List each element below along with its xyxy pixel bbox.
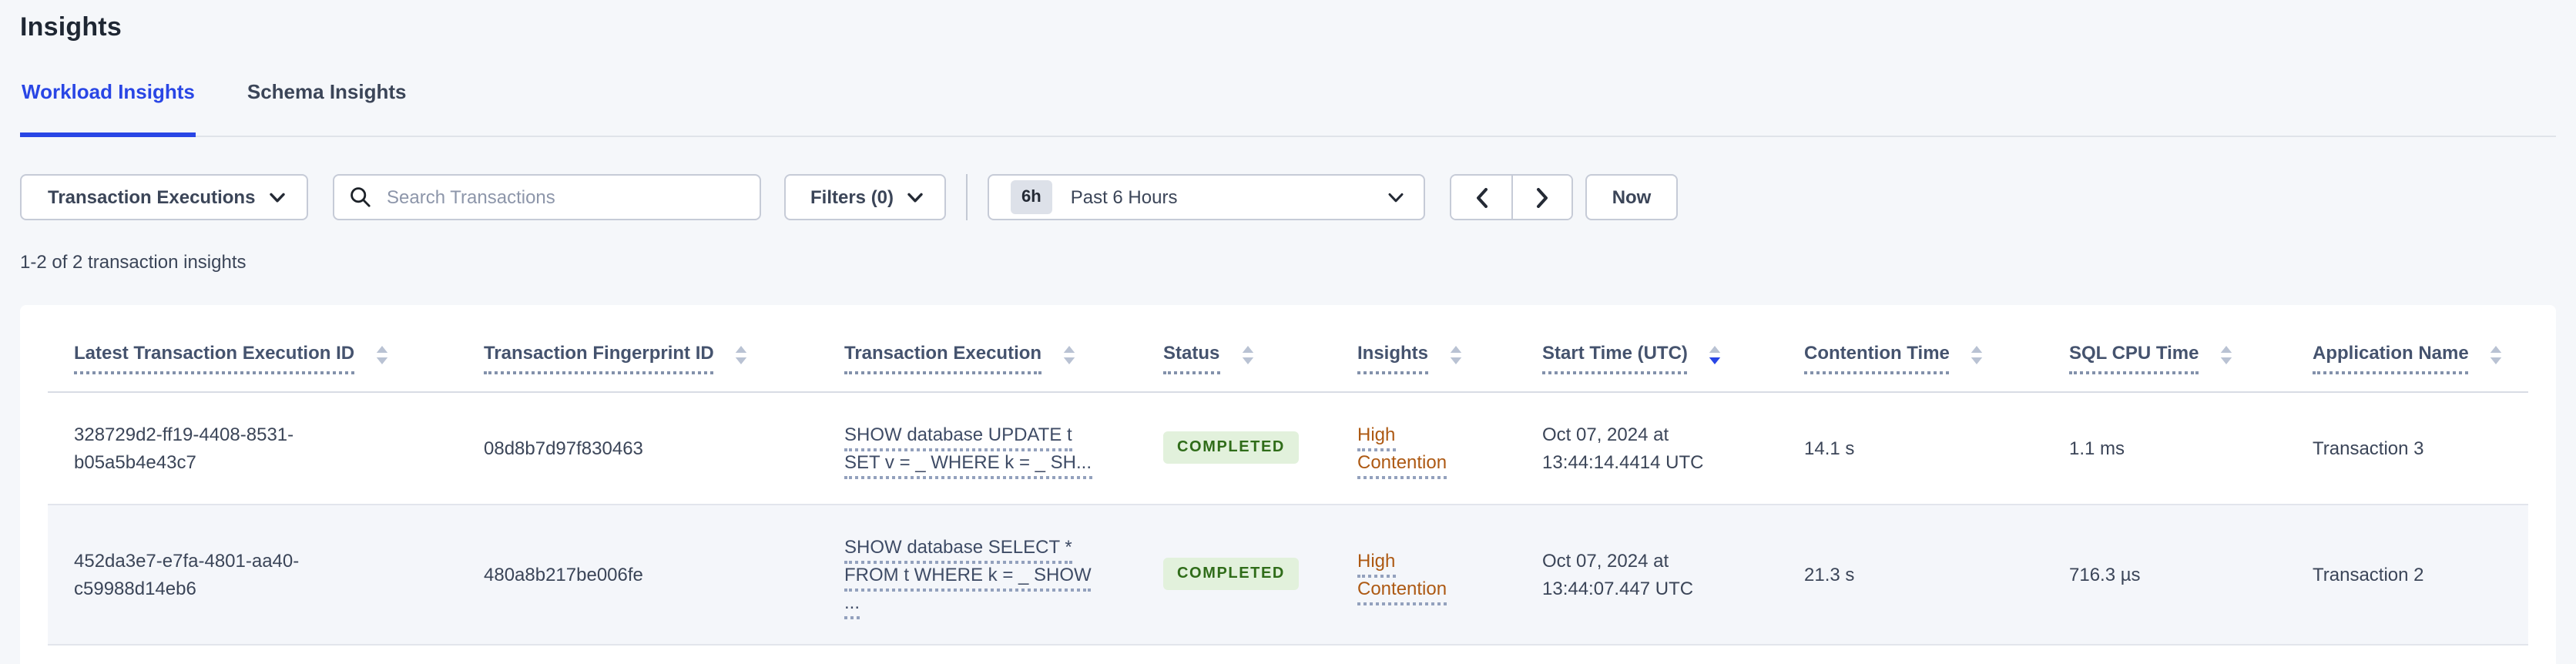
- sort-icon[interactable]: [2490, 342, 2503, 365]
- cell-application-name: Transaction 3: [2286, 391, 2528, 505]
- cell-sql-cpu-time: 1.1 ms: [2043, 391, 2286, 505]
- sort-icon[interactable]: [1709, 342, 1722, 365]
- sort-icon[interactable]: [1063, 342, 1075, 365]
- column-header-fingerprint-id[interactable]: Transaction Fingerprint ID: [458, 305, 818, 392]
- sort-icon[interactable]: [1450, 342, 1462, 365]
- filters-label: Filters (0): [810, 186, 894, 208]
- type-selector-label: Transaction Executions: [48, 186, 256, 208]
- search-icon: [351, 187, 371, 207]
- time-picker-dropdown[interactable]: 6h Past 6 Hours: [988, 174, 1426, 220]
- transaction-execution-link[interactable]: SHOW database UPDATE t SET v = _ WHERE k…: [844, 423, 1092, 478]
- transaction-execution-link[interactable]: SHOW database SELECT * FROM t WHERE k = …: [844, 535, 1092, 619]
- cell-start-time: Oct 07, 2024 at 13:44:14.4414 UTC: [1516, 391, 1778, 505]
- filters-dropdown[interactable]: Filters (0): [784, 174, 947, 220]
- time-interval-badge: 6h: [1011, 180, 1052, 214]
- column-header-latest-execution-id[interactable]: Latest Transaction Execution ID: [48, 305, 458, 392]
- time-picker-label: Past 6 Hours: [1070, 186, 1178, 208]
- insights-table-card: Latest Transaction Execution ID Transact…: [20, 305, 2556, 664]
- cell-contention-time: 14.1 s: [1778, 391, 2043, 505]
- time-pager: [1450, 174, 1574, 220]
- column-header-start-time[interactable]: Start Time (UTC): [1516, 305, 1778, 392]
- tab-workload-insights[interactable]: Workload Insights: [20, 79, 196, 137]
- cell-insights: High Contention: [1331, 391, 1516, 505]
- search-input[interactable]: [384, 185, 744, 210]
- column-header-status[interactable]: Status: [1137, 305, 1331, 392]
- column-header-sql-cpu-time[interactable]: SQL CPU Time: [2043, 305, 2286, 392]
- chevron-left-icon: [1476, 187, 1488, 207]
- now-button[interactable]: Now: [1585, 174, 1679, 220]
- column-header-application-name[interactable]: Application Name: [2286, 305, 2528, 392]
- chevron-down-icon: [907, 192, 923, 202]
- sort-icon[interactable]: [1241, 342, 1253, 365]
- cell-latest-execution-id: 328729d2-ff19-4408-8531- b05a5b4e43c7: [48, 391, 458, 505]
- cell-status: COMPLETED: [1137, 391, 1331, 505]
- page-title: Insights: [20, 12, 122, 42]
- chevron-down-icon: [1388, 192, 1404, 202]
- type-selector-dropdown[interactable]: Transaction Executions: [20, 174, 308, 220]
- cell-transaction-execution: SHOW database SELECT * FROM t WHERE k = …: [818, 504, 1137, 645]
- sort-icon[interactable]: [1971, 342, 1984, 365]
- time-next-button[interactable]: [1511, 176, 1572, 219]
- tab-schema-insights[interactable]: Schema Insights: [247, 80, 407, 103]
- table-row: 328729d2-ff19-4408-8531- b05a5b4e43c7 08…: [48, 391, 2528, 505]
- sort-icon[interactable]: [2221, 342, 2233, 365]
- cell-transaction-execution: SHOW database UPDATE t SET v = _ WHERE k…: [818, 391, 1137, 505]
- time-prev-button[interactable]: [1451, 176, 1512, 219]
- cell-sql-cpu-time: 716.3 µs: [2043, 504, 2286, 645]
- insight-high-contention-link[interactable]: High Contention: [1357, 423, 1447, 478]
- cell-fingerprint-id: 480a8b217be006fe: [458, 504, 818, 645]
- sort-icon[interactable]: [736, 342, 748, 365]
- toolbar: Transaction Executions Filters (0) 6h Pa…: [20, 174, 2556, 220]
- chevron-right-icon: [1537, 187, 1548, 207]
- cell-application-name: Transaction 2: [2286, 504, 2528, 645]
- cell-status: COMPLETED: [1137, 504, 1331, 645]
- results-summary: 1-2 of 2 transaction insights: [20, 251, 247, 273]
- cell-insights: High Contention: [1331, 504, 1516, 645]
- table-row: 452da3e7-e7fa-4801-aa40- c59988d14eb6 48…: [48, 504, 2528, 645]
- toolbar-divider: [966, 174, 968, 220]
- column-header-transaction-execution[interactable]: Transaction Execution: [818, 305, 1137, 392]
- cell-fingerprint-id: 08d8b7d97f830463: [458, 391, 818, 505]
- table-header-row: Latest Transaction Execution ID Transact…: [48, 305, 2528, 392]
- search-input-container[interactable]: [333, 174, 761, 220]
- sort-icon[interactable]: [376, 342, 388, 365]
- tab-bar: Workload Insights Schema Insights: [20, 79, 2556, 137]
- insight-high-contention-link[interactable]: High Contention: [1357, 549, 1447, 605]
- status-badge: COMPLETED: [1163, 431, 1299, 464]
- status-badge: COMPLETED: [1163, 558, 1299, 590]
- chevron-down-icon: [270, 192, 285, 202]
- cell-contention-time: 21.3 s: [1778, 504, 2043, 645]
- column-header-insights[interactable]: Insights: [1331, 305, 1516, 392]
- column-header-contention-time[interactable]: Contention Time: [1778, 305, 2043, 392]
- cell-start-time: Oct 07, 2024 at 13:44:07.447 UTC: [1516, 504, 1778, 645]
- cell-latest-execution-id: 452da3e7-e7fa-4801-aa40- c59988d14eb6: [48, 504, 458, 645]
- transaction-insights-table: Latest Transaction Execution ID Transact…: [48, 305, 2528, 645]
